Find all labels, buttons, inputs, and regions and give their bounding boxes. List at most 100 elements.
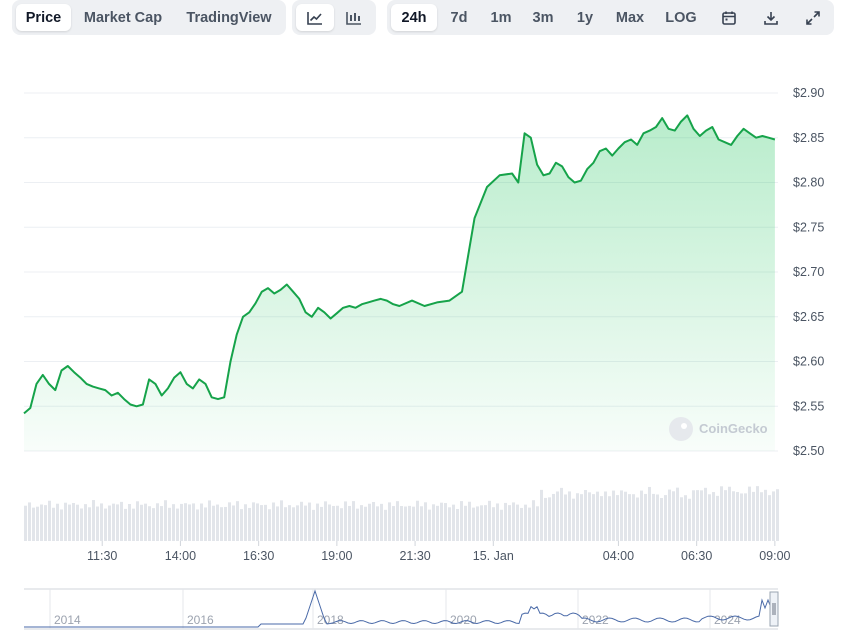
volume-bar <box>736 492 739 541</box>
volume-bar <box>92 500 95 541</box>
navigator-tick-label: 2024 <box>714 613 741 627</box>
volume-bar <box>200 503 203 541</box>
volume-bar <box>652 493 655 541</box>
range-group: 24h 7d 1m 3m 1y Max LOG <box>387 0 834 35</box>
volume-bar <box>468 501 471 541</box>
volume-bar <box>280 500 283 541</box>
volume-bar <box>668 489 671 541</box>
range-7d[interactable]: 7d <box>450 9 468 26</box>
download-button[interactable] <box>753 4 789 31</box>
volume-bar <box>772 491 775 541</box>
volume-bar <box>476 506 479 541</box>
volume-bar <box>568 491 571 541</box>
volume-bar <box>604 491 607 541</box>
volume-bar <box>724 490 727 541</box>
volume-bar <box>144 503 147 541</box>
navigator-tick-label: 2018 <box>317 613 344 627</box>
log-scale-toggle[interactable]: LOG <box>665 9 697 26</box>
volume-bar <box>236 501 239 541</box>
tab-market-cap[interactable]: Market Cap <box>83 9 163 26</box>
navigator-history-line <box>24 589 778 628</box>
date-range-button[interactable] <box>711 4 747 31</box>
volume-bar <box>504 502 507 541</box>
line-chart-button[interactable] <box>296 4 334 31</box>
volume-bar <box>620 490 623 541</box>
price-line <box>23 114 776 415</box>
volume-bar <box>212 505 215 541</box>
volume-bar <box>404 506 407 541</box>
range-1y[interactable]: 1y <box>576 9 594 26</box>
volume-bar <box>168 507 171 541</box>
volume-bar <box>352 501 355 541</box>
volume-bar <box>36 506 39 541</box>
candlestick-chart-button[interactable] <box>336 4 372 31</box>
x-axis: 11:30 14:00 16:30 19:00 21:30 15. Jan 04:00 06:… <box>87 541 791 563</box>
volume-bar <box>48 500 51 541</box>
coingecko-watermark: CoinGecko <box>669 417 768 441</box>
volume-bar <box>540 489 543 541</box>
range-1m[interactable]: 1m <box>490 9 512 26</box>
volume-bar <box>116 504 119 541</box>
x-tick-label: 15. Jan <box>473 549 514 563</box>
x-tick-label: 14:00 <box>165 549 196 563</box>
volume-bar <box>608 496 611 541</box>
volume-bar <box>392 506 395 541</box>
volume-bar <box>28 502 31 541</box>
tab-tradingview[interactable]: TradingView <box>186 9 272 26</box>
volume-bar <box>596 491 599 541</box>
volume-bar <box>744 493 747 541</box>
volume-bar <box>556 491 559 541</box>
volume-bar <box>472 507 475 541</box>
volume-bar <box>544 497 547 541</box>
range-24h[interactable]: 24h <box>391 4 437 31</box>
volume-bar <box>524 504 527 541</box>
metric-tab-group: Price Market Cap TradingView <box>12 0 286 35</box>
volume-bar <box>740 493 743 541</box>
x-tick-label: 21:30 <box>399 549 430 563</box>
line-chart-icon <box>307 11 322 25</box>
volume-bar <box>328 504 331 541</box>
volume-bar <box>248 507 251 541</box>
volume-bar <box>520 507 523 541</box>
volume-bar <box>304 505 307 541</box>
volume-bar <box>460 501 463 541</box>
volume-bar <box>124 508 127 541</box>
y-tick-label: $2.80 <box>793 176 824 190</box>
volume-bar <box>440 502 443 541</box>
navigator-tick-label: 2022 <box>582 613 609 627</box>
volume-bar <box>680 497 683 541</box>
range-3m[interactable]: 3m <box>532 9 554 26</box>
volume-bar <box>424 502 427 541</box>
volume-bar <box>408 505 411 541</box>
fullscreen-button[interactable] <box>795 4 831 31</box>
candlestick-chart-icon <box>346 11 361 25</box>
volume-bar <box>384 509 387 541</box>
volume-bar <box>76 504 79 541</box>
volume-bar <box>452 504 455 541</box>
range-max[interactable]: Max <box>615 9 645 26</box>
volume-bar <box>380 503 383 541</box>
volume-bar <box>692 490 695 541</box>
x-tick-label: 06:30 <box>681 549 712 563</box>
volume-bar <box>164 500 167 541</box>
volume-bar <box>152 508 155 541</box>
volume-bar <box>688 498 691 541</box>
volume-bar <box>228 502 231 541</box>
volume-bar <box>644 493 647 541</box>
volume-bar <box>704 487 707 541</box>
volume-bar <box>288 505 291 541</box>
volume-bar <box>672 491 675 541</box>
volume-bar <box>764 489 767 541</box>
volume-bar <box>752 491 755 541</box>
tab-price[interactable]: Price <box>16 4 71 31</box>
navigator[interactable]: 2014 2016 2018 2020 2022 2024 <box>24 588 779 630</box>
navigator-handle[interactable] <box>769 591 779 627</box>
volume-bar <box>156 503 159 541</box>
volume-bar <box>320 506 323 541</box>
volume-bar <box>512 502 515 541</box>
volume-bar <box>700 490 703 541</box>
volume-bar <box>372 502 375 541</box>
volume-bar <box>560 487 563 541</box>
volume-bar <box>160 506 163 541</box>
